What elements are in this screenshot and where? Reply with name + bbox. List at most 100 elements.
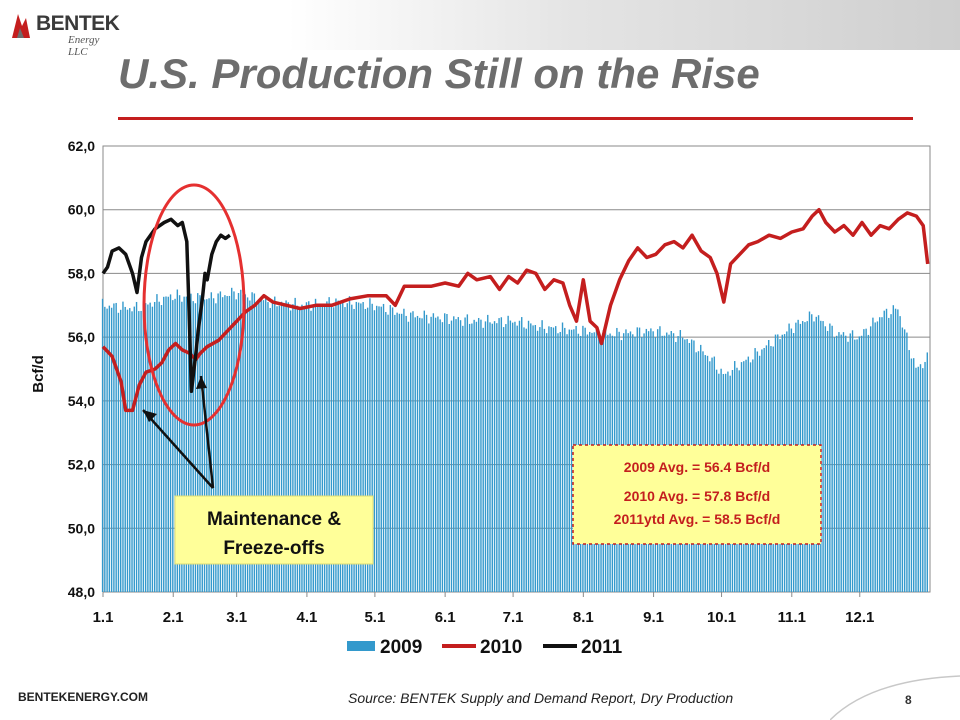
bar-2009 [847,341,849,592]
bar-2009 [258,300,260,592]
bar-2009 [176,289,179,592]
bar-2009 [199,295,201,592]
bar-2009 [491,323,493,592]
bar-2009 [224,295,226,592]
bar-2009 [872,317,874,592]
bar-2009 [387,314,389,592]
bar-2009 [570,329,573,592]
bar-2009 [561,322,564,592]
bar-2009 [287,302,290,592]
bar-2009 [842,332,845,592]
bar-2009 [167,296,169,592]
bar-2009 [217,293,219,592]
bar-2009 [276,306,278,592]
footer-site[interactable]: BENTEKENERGY.COM [18,690,149,704]
y-axis-label: Bcf/d [30,355,47,393]
bar-2009 [104,306,106,592]
bar-2009 [555,326,557,592]
bar-2009 [496,323,498,592]
bar-2009 [430,316,432,592]
bar-2009 [833,337,836,592]
bar-2009 [344,307,346,592]
bar-2009 [194,303,197,592]
bar-2009 [421,318,423,592]
bar-2009 [149,302,151,592]
bar-2009 [310,310,312,592]
bar-2009 [468,323,471,592]
bar-2009 [192,301,194,592]
bar-2009 [557,333,559,592]
bar-2009 [147,304,149,592]
bar-2009 [292,304,294,592]
bar-2009 [129,308,131,592]
bar-2009 [541,320,543,592]
bar-2009 [525,328,527,592]
bar-2009 [446,314,448,592]
bar-2009 [369,298,371,592]
bar-2009 [453,316,455,592]
x-tick-label: 6.1 [435,609,456,626]
bar-2009 [487,314,489,592]
bar-2009 [829,323,831,592]
bar-2009 [274,296,276,592]
bar-2009 [405,315,407,592]
chart-legend: 2009 2010 2011 [347,637,623,658]
x-tick-label: 10.1 [707,609,736,626]
bar-2009 [249,300,251,592]
bar-2009 [863,329,865,592]
bar-2009 [294,297,296,592]
bar-2009 [126,309,129,592]
average-2010: 2010 Avg. = 57.8 Bcf/d [624,488,770,504]
bar-2009 [233,291,235,592]
bar-2009 [924,361,926,592]
bar-2009 [301,304,303,592]
bar-2009 [514,321,516,592]
bar-2009 [908,350,910,592]
bar-2009 [215,303,217,592]
bar-2009 [867,334,870,592]
bar-2009 [178,295,181,592]
bar-2009 [210,292,213,592]
bar-2009 [530,323,532,592]
bar-2009 [888,317,890,592]
bar-2009 [246,297,249,592]
bar-2009 [371,303,373,592]
bar-2009 [305,302,308,592]
bar-2009 [511,322,514,592]
annotations: Maintenance & Freeze-offs 2009 Avg. = 56… [142,183,822,565]
x-tick-label: 9.1 [643,609,664,626]
bar-2009 [473,319,475,592]
bar-2009 [543,328,546,592]
bar-2009 [459,320,462,592]
bar-2009 [901,327,904,592]
bar-2009 [169,294,172,592]
bar-2009 [559,331,561,592]
bar-2009 [903,329,906,592]
title-underline [118,117,913,120]
bar-2009 [326,301,328,592]
bar-2009 [414,317,416,592]
bar-2009 [373,310,376,592]
bar-2009 [566,334,568,592]
bar-2009 [206,299,208,592]
bar-2009 [464,317,466,592]
series-2009-bars [101,287,928,592]
bar-2009 [156,294,158,592]
x-tick-label: 5.1 [364,609,385,626]
bar-2009 [391,307,394,592]
bar-2009 [140,310,142,592]
bar-2009 [484,321,487,592]
legend-swatch-2009 [347,641,375,651]
bar-2009 [101,298,104,592]
bar-2009 [444,313,446,592]
average-2011ytd: 2011ytd Avg. = 58.5 Bcf/d [614,511,781,527]
bar-2009 [521,317,523,592]
bar-2009 [332,307,335,592]
bar-2009 [917,366,919,592]
bar-2009 [119,309,122,592]
bar-2009 [355,301,358,592]
bar-2009 [919,364,922,592]
bar-2009 [342,301,344,592]
maintenance-callout-line2: Freeze-offs [223,538,324,559]
bar-2009 [106,308,108,592]
